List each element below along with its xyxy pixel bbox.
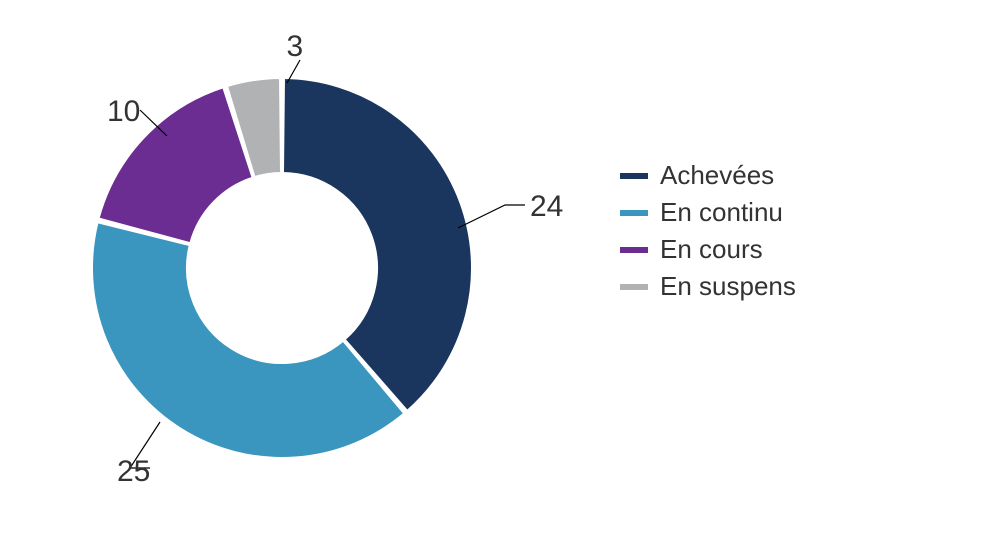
legend-row-encours: En cours (620, 234, 796, 265)
slice-label-encours: 10 (107, 95, 140, 129)
legend-row-encontinu: En continu (620, 197, 796, 228)
slice-label-achevees: 24 (530, 190, 563, 224)
slice-label-encontinu: 25 (117, 455, 150, 489)
slice-label-ensuspens: 3 (287, 30, 304, 64)
legend-row-achevees: Achevées (620, 160, 796, 191)
legend-swatch-achevees (620, 173, 648, 179)
legend-swatch-encontinu (620, 210, 648, 216)
legend-row-ensuspens: En suspens (620, 271, 796, 302)
legend-label-ensuspens: En suspens (660, 271, 796, 302)
legend-swatch-ensuspens (620, 284, 648, 290)
legend-swatch-encours (620, 247, 648, 253)
legend-label-achevees: Achevées (660, 160, 774, 191)
legend-label-encours: En cours (660, 234, 763, 265)
chart-stage: AchevéesEn continuEn coursEn suspens 24 … (0, 0, 997, 537)
legend-label-encontinu: En continu (660, 197, 783, 228)
legend: Achevées En continu En cours En suspens (620, 160, 796, 302)
